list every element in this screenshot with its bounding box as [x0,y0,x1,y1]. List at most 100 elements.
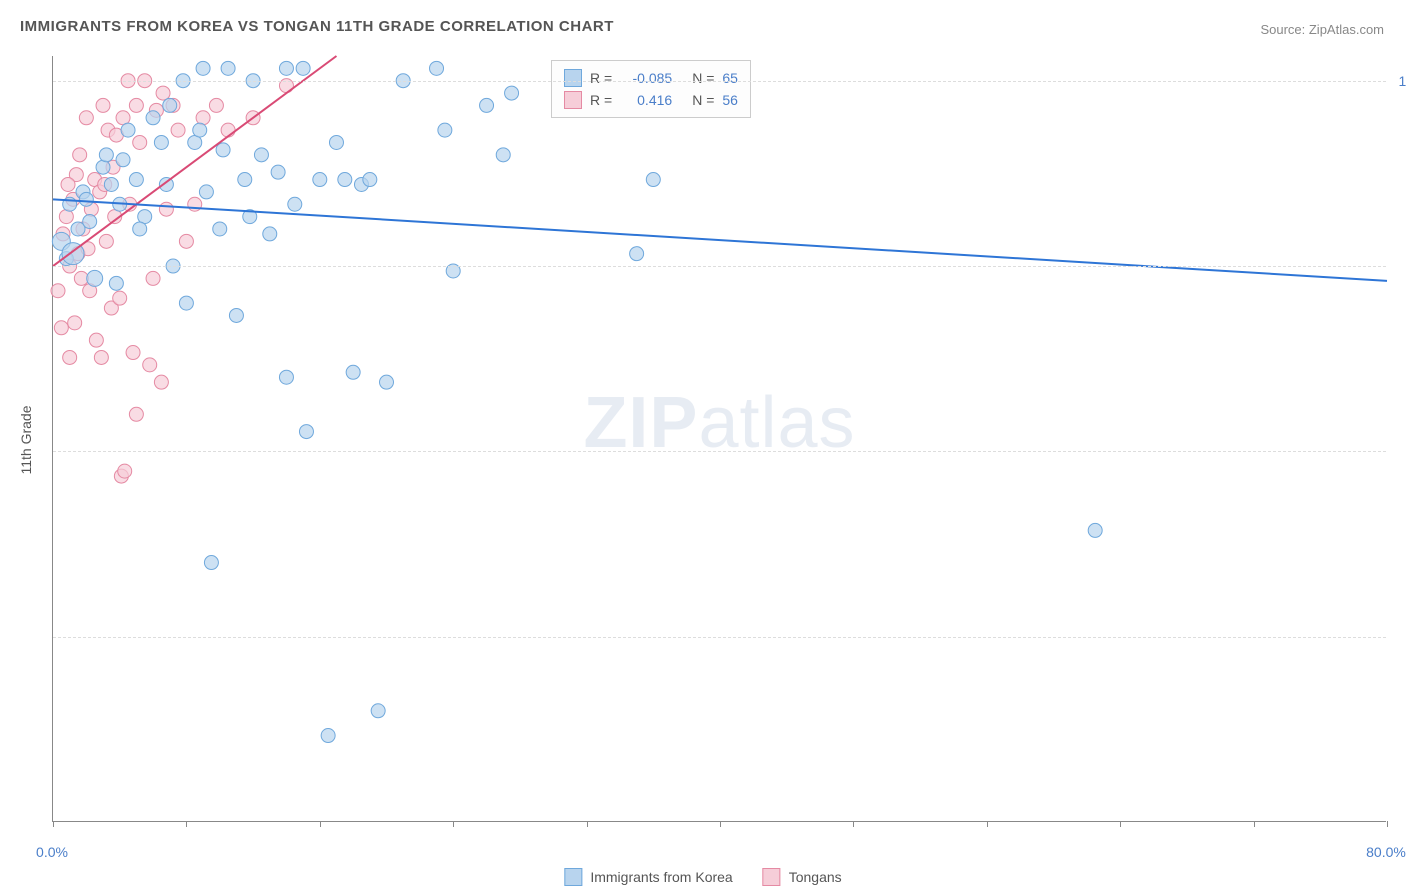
scatter-point [94,350,108,364]
y-tick-label: 100.0% [1391,73,1406,89]
legend-swatch [564,868,582,886]
scatter-point [143,358,157,372]
scatter-point [63,350,77,364]
scatter-point [113,291,127,305]
scatter-point [238,173,252,187]
scatter-point [380,375,394,389]
scatter-point [438,123,452,137]
stats-legend-row: R =0.416N =56 [564,89,738,111]
trendline [53,199,1387,281]
scatter-point [288,197,302,211]
scatter-point [156,86,170,100]
gridline [53,81,1386,82]
x-tick [987,821,988,827]
scatter-point [79,192,93,206]
scatter-point [126,346,140,360]
scatter-point [146,111,160,125]
scatter-point [209,98,223,112]
scatter-point [299,425,313,439]
scatter-point [279,370,293,384]
scatter-point [216,143,230,157]
bottom-legend: Immigrants from Korea Tongans [564,868,841,886]
legend-r-label: R = [590,92,612,108]
trendline [53,56,336,266]
scatter-point [213,222,227,236]
scatter-point [54,321,68,335]
scatter-point [83,215,97,229]
scatter-point [179,234,193,248]
scatter-point [59,210,73,224]
x-tick-label: 80.0% [1366,844,1406,860]
scatter-point [99,234,113,248]
scatter-point [96,160,110,174]
scatter-point [96,98,110,112]
scatter-point [1088,523,1102,537]
y-tick-label: 85.0% [1391,443,1406,459]
bottom-legend-label: Tongans [789,869,842,885]
scatter-point [121,123,135,137]
legend-swatch [763,868,781,886]
x-tick [1254,821,1255,827]
legend-swatch [564,69,582,87]
scatter-point [89,333,103,347]
scatter-point [154,135,168,149]
gridline [53,637,1386,638]
legend-n-value: 65 [722,70,738,86]
scatter-point [154,375,168,389]
scatter-point [263,227,277,241]
stats-legend-row: R = -0.085 N = 65 [564,67,738,89]
scatter-point [363,173,377,187]
scatter-point [146,271,160,285]
scatter-point [196,61,210,75]
scatter-point [104,177,118,191]
legend-r-value: 0.416 [620,92,672,108]
x-tick [720,821,721,827]
scatter-point [163,98,177,112]
scatter-point [87,270,103,286]
x-tick [320,821,321,827]
x-tick-label: 0.0% [36,844,68,860]
scatter-point [480,98,494,112]
scatter-point [346,365,360,379]
legend-n-label: N = [692,92,714,108]
x-tick [1387,821,1388,827]
scatter-point [505,86,519,100]
scatter-point [109,276,123,290]
scatter-point [271,165,285,179]
stats-legend: R =-0.085N =65R =0.416N =56 [551,60,751,118]
gridline [53,266,1386,267]
scatter-point [73,148,87,162]
scatter-point [196,111,210,125]
chart-title: IMMIGRANTS FROM KOREA VS TONGAN 11TH GRA… [20,18,614,35]
scatter-point [171,123,185,137]
scatter-point [99,148,113,162]
legend-swatch [564,91,582,109]
plot-area: ZIPatlas R =-0.085N =65R =0.416N =56 77.… [52,56,1386,822]
bottom-legend-item: Immigrants from Korea [564,868,732,886]
scatter-point [646,173,660,187]
scatter-point [129,407,143,421]
scatter-point [159,202,173,216]
y-tick-label: 77.5% [1391,629,1406,645]
scatter-point [313,173,327,187]
legend-r-value: -0.085 [620,70,672,86]
scatter-point [79,111,93,125]
scatter-point [430,61,444,75]
scatter-point [51,284,65,298]
gridline [53,451,1386,452]
scatter-point [193,123,207,137]
bottom-legend-label: Immigrants from Korea [590,869,732,885]
scatter-point [630,247,644,261]
x-tick [453,821,454,827]
scatter-point [129,173,143,187]
x-tick [53,821,54,827]
scatter-point [118,464,132,478]
scatter-point [254,148,268,162]
scatter-point [68,316,82,330]
source-label: Source: ZipAtlas.com [1260,22,1384,37]
legend-r-label: R = [590,70,612,86]
y-tick-label: 92.5% [1391,258,1406,274]
y-axis-label: 11th Grade [18,405,34,474]
legend-n-label: N = [692,70,714,86]
scatter-svg [53,56,1386,821]
